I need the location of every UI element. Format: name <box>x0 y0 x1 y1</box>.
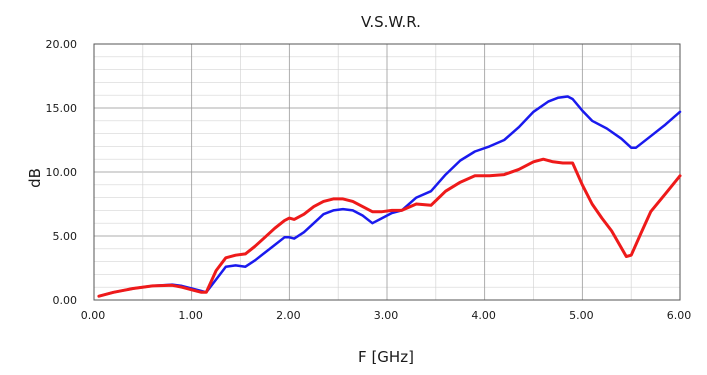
x-tick-label: 3.00 <box>374 309 399 322</box>
x-tick-label: 5.00 <box>569 309 594 322</box>
y-tick-label: 20.00 <box>46 38 78 51</box>
y-axis-label: dB <box>26 168 44 188</box>
series-line-red <box>97 157 682 298</box>
chart-title: V.S.W.R. <box>361 13 421 31</box>
y-axis-ticks: 0.00 5.00 10.00 15.00 20.00 <box>46 38 78 307</box>
plot-frame <box>93 43 681 301</box>
x-tick-label: 2.00 <box>276 309 301 322</box>
x-tick-label: 1.00 <box>178 309 203 322</box>
x-axis-ticks: 0.00 1.00 2.00 3.00 4.00 5.00 6.00 <box>81 309 692 322</box>
y-tick-label: 5.00 <box>53 230 78 243</box>
y-tick-label: 10.00 <box>46 166 78 179</box>
x-tick-label: 0.00 <box>81 309 106 322</box>
series-line-blue <box>97 95 682 298</box>
x-axis-label: F [GHz] <box>358 348 414 366</box>
plot-border <box>93 43 681 301</box>
series-lines <box>97 95 682 298</box>
x-tick-label: 6.00 <box>667 309 692 322</box>
grid <box>94 44 680 300</box>
y-tick-label: 0.00 <box>53 294 78 307</box>
x-tick-label: 4.00 <box>471 309 496 322</box>
y-tick-label: 15.00 <box>46 102 78 115</box>
